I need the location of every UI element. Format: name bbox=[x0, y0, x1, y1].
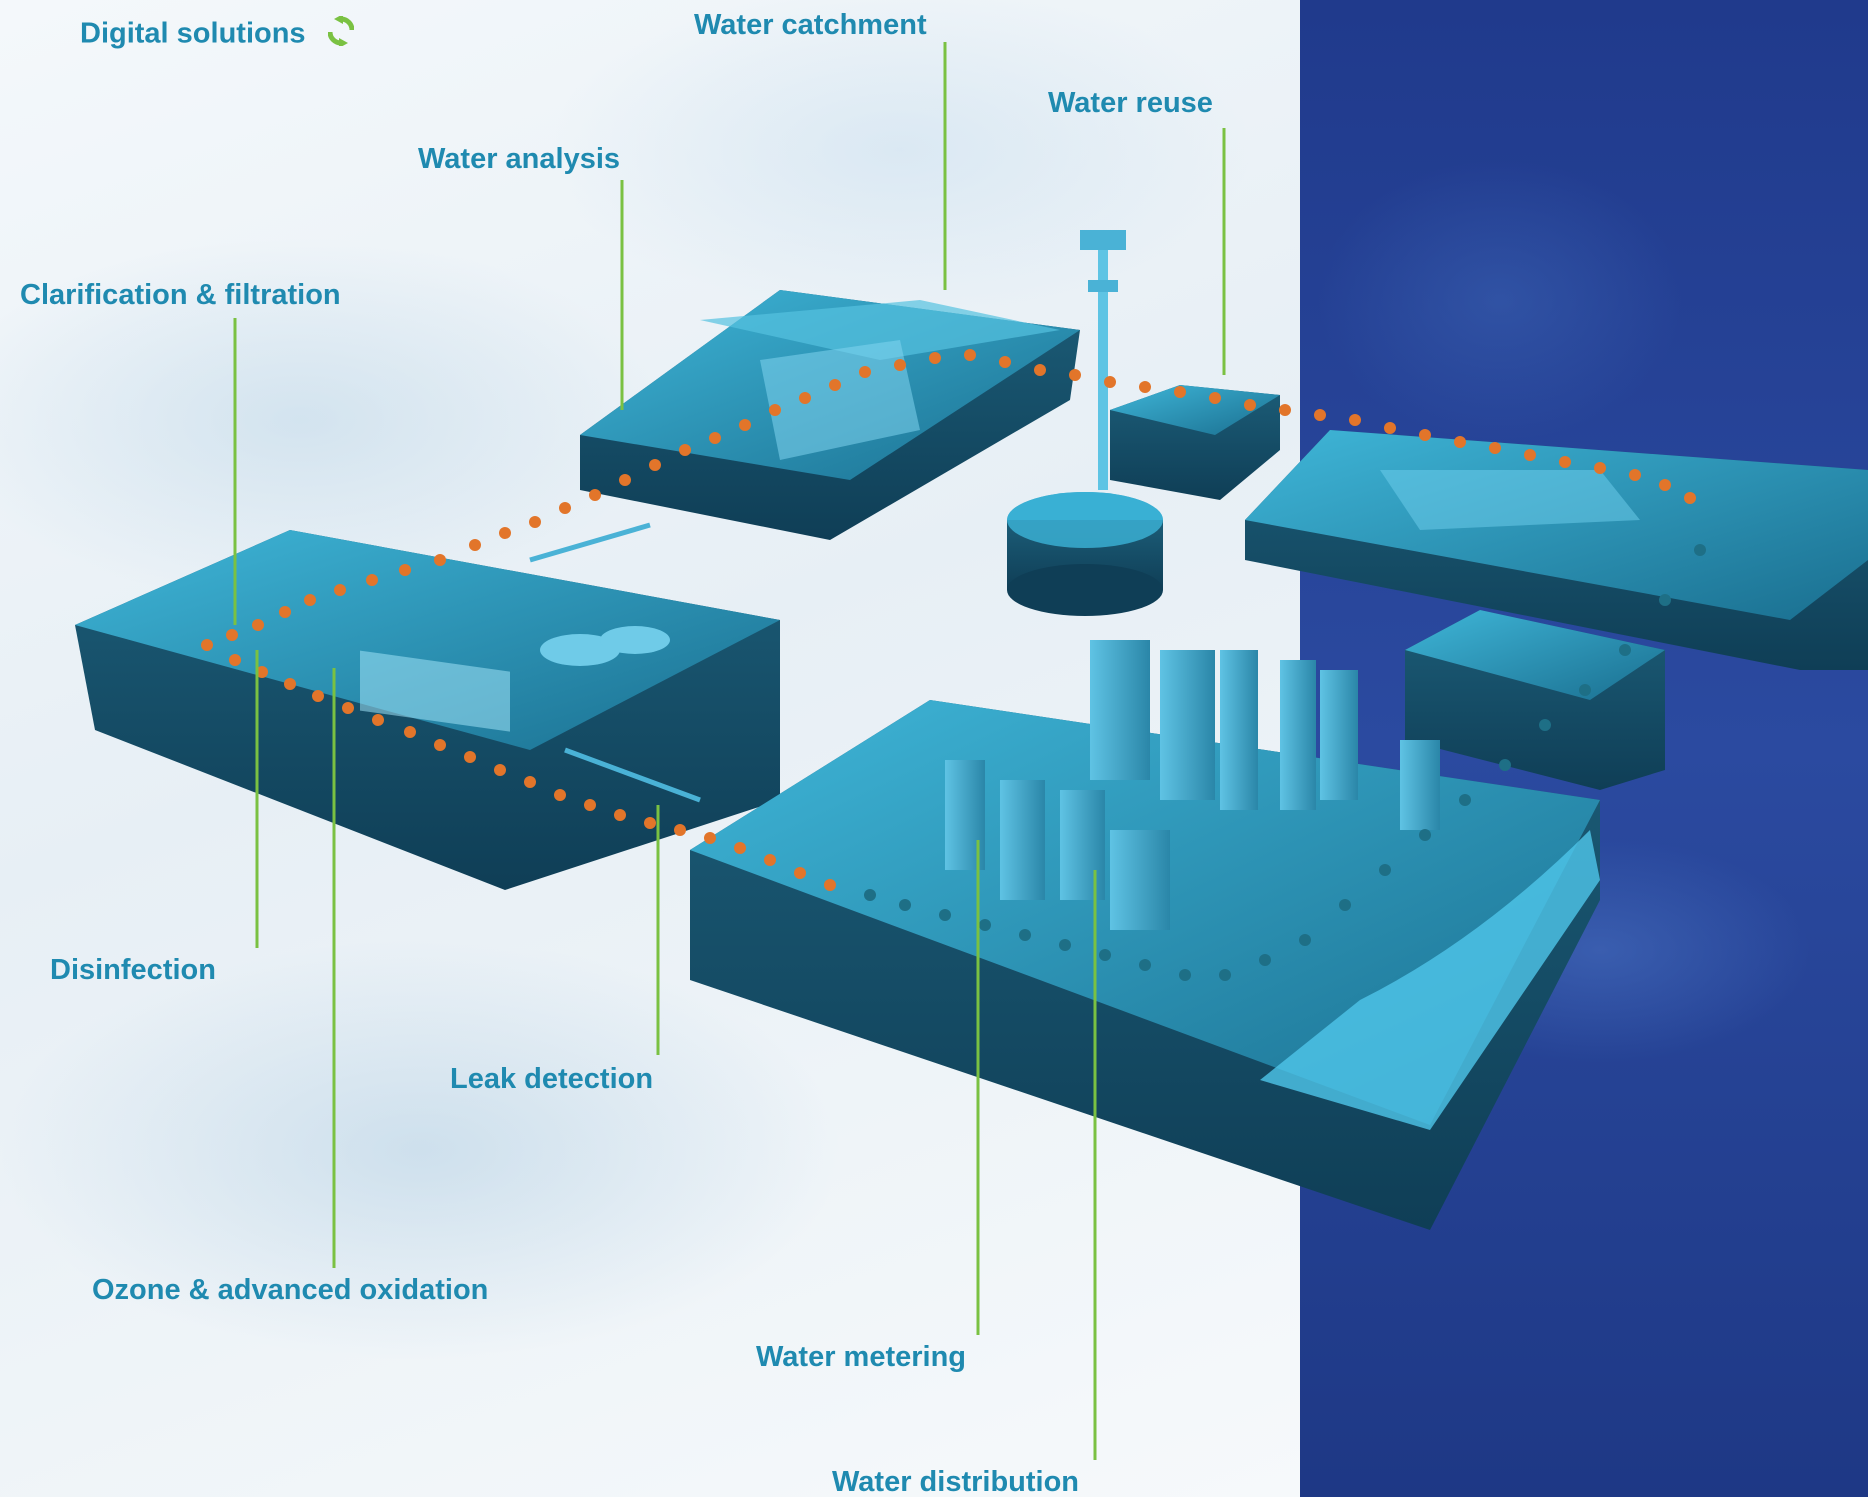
digital-solutions-label: Digital solutions bbox=[80, 14, 355, 54]
reservoir-tank bbox=[1007, 492, 1163, 616]
industrial-block bbox=[1245, 430, 1868, 670]
pipe bbox=[529, 522, 651, 563]
treatment-plant-block bbox=[75, 530, 780, 890]
catchment-block bbox=[580, 290, 1080, 540]
water-distribution-label: Water distribution bbox=[832, 1466, 1080, 1498]
suburb-block bbox=[1405, 610, 1665, 790]
clarification-filtration-label: Clarification & filtration bbox=[20, 279, 341, 311]
water-analysis-label: Water analysis bbox=[418, 143, 621, 175]
recycle-arrows-icon bbox=[327, 14, 355, 54]
antenna-tower bbox=[1080, 230, 1126, 490]
disinfection-label: Disinfection bbox=[50, 954, 216, 986]
leak-detection-label: Leak detection bbox=[450, 1063, 654, 1095]
distribution-route bbox=[201, 349, 1706, 981]
leader-lines bbox=[233, 42, 1226, 1460]
water-reuse-block bbox=[1110, 385, 1280, 500]
ozone-oxidation-label: Ozone & advanced oxidation bbox=[92, 1274, 489, 1306]
water-catchment-label: Water catchment bbox=[694, 9, 927, 41]
water-reuse-label: Water reuse bbox=[1048, 87, 1213, 119]
water-metering-label: Water metering bbox=[756, 1341, 967, 1373]
pipe bbox=[564, 747, 701, 803]
